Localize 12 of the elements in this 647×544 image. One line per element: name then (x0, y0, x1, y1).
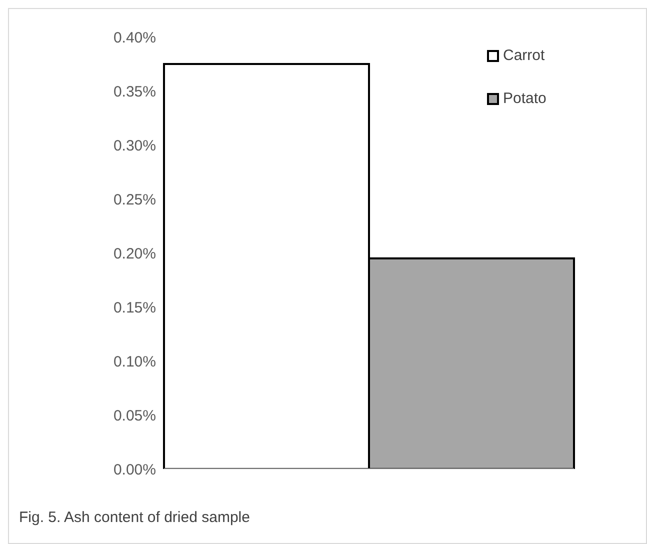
y-tick-label: 0.30% (113, 137, 156, 154)
y-tick-label: 0.25% (113, 191, 156, 208)
legend-label: Potato (503, 90, 546, 107)
y-tick-label: 0.00% (113, 461, 156, 478)
y-tick-label: 0.15% (113, 299, 156, 316)
y-tick-label: 0.35% (113, 83, 156, 100)
caption: Fig. 5. Ash content of dried sample (19, 509, 250, 526)
y-tick-label: 0.10% (113, 353, 156, 370)
y-tick-label: 0.40% (113, 29, 156, 46)
legend-label: Carrot (503, 47, 545, 64)
y-tick-label: 0.20% (113, 245, 156, 262)
y-tick-label: 0.05% (113, 407, 156, 424)
